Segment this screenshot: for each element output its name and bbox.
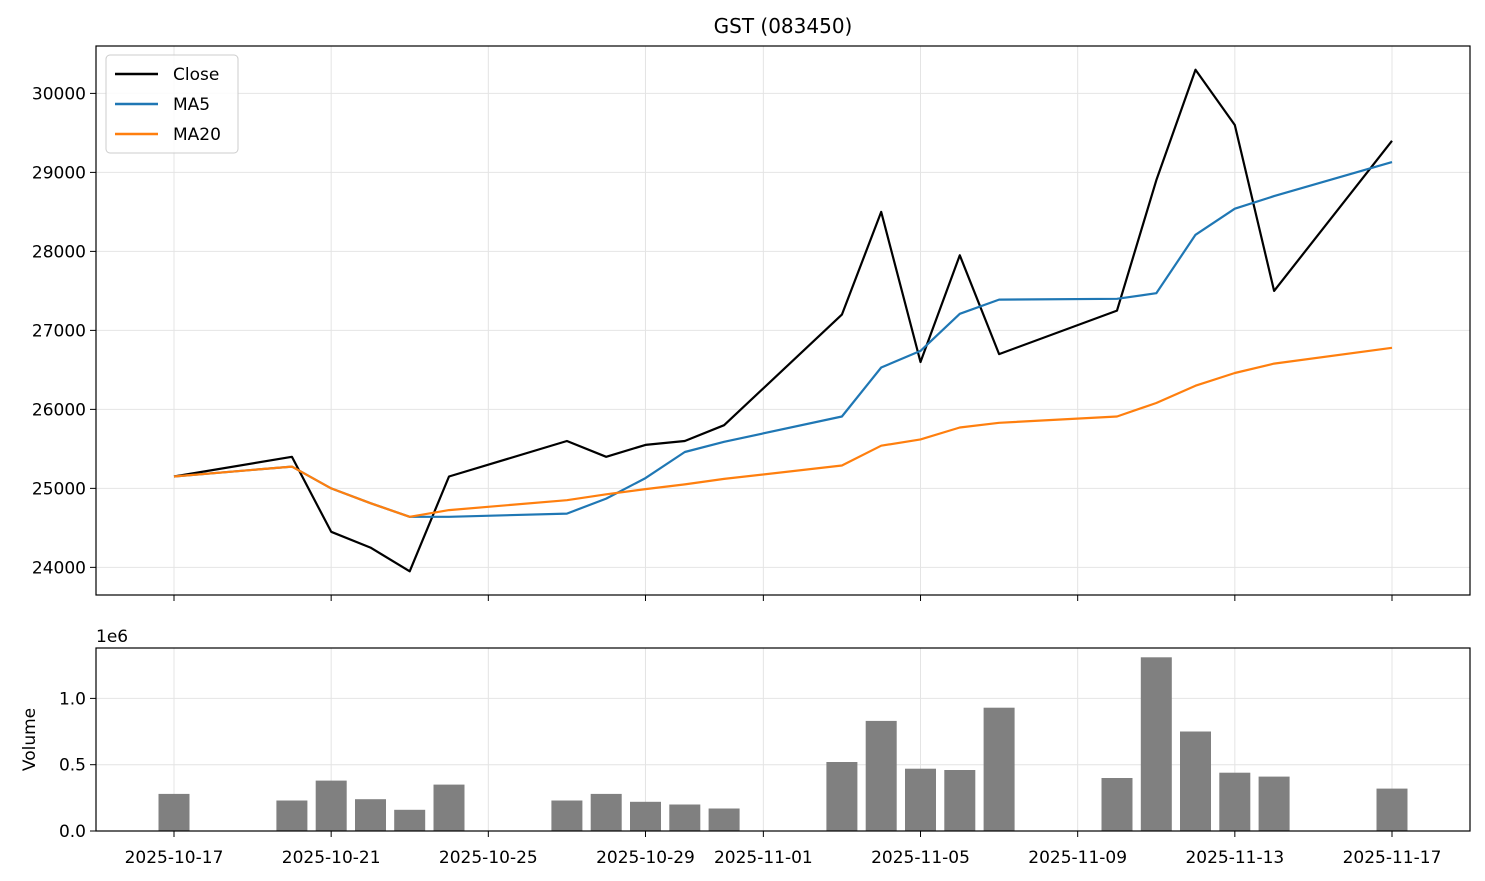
series-line-ma20 [173,346,1393,518]
x-tick-label: 2025-10-25 [439,848,538,868]
x-tick-label: 2025-11-05 [871,848,970,868]
volume-bar [1140,657,1172,831]
legend-label-ma20: MA20 [173,125,221,145]
volume-plot-frame [95,647,1471,832]
volume-y-tick-label: 0.0 [59,822,86,842]
price-y-tick-label: 30000 [32,84,86,104]
x-tick-label: 2025-10-17 [125,848,224,868]
volume-bar [669,804,701,831]
price-plot-frame [95,45,1471,596]
volume-y-tick-label: 0.5 [59,756,86,776]
price-y-tick-label: 29000 [32,163,86,183]
price-y-tick-label: 25000 [32,479,86,499]
volume-bar [315,780,347,831]
volume-bar [826,762,858,831]
volume-bar [276,800,308,831]
price-y-tick-label: 28000 [32,242,86,262]
volume-bar [355,799,386,831]
volume-bar [708,808,740,831]
volume-bar [905,768,936,831]
x-tick-label: 2025-11-01 [714,848,813,868]
volume-bar [590,793,622,831]
volume-bar [433,784,465,831]
volume-bar [158,793,190,831]
volume-bar [944,770,976,831]
volume-y-tick-label: 1.0 [59,689,86,709]
volume-bar [630,801,661,831]
chart-title: GST (083450) [714,14,853,38]
volume-bar [983,707,1015,831]
x-tick-label: 2025-11-13 [1185,848,1284,868]
x-tick-label: 2025-11-09 [1028,848,1127,868]
legend-box [105,54,239,154]
volume-bar [394,809,426,831]
series-line-ma5 [173,161,1393,518]
legend: Close MA5 MA20 [105,54,239,154]
volume-plot: 0.0 0.5 1.0 1e6 Volume 2025-10-17 2025-10-21 20… [20,627,1471,868]
price-y-tick-label: 27000 [32,321,86,341]
price-plot: 24000 25000 26000 27000 28000 29000 30000 Close… [32,45,1471,601]
x-tick-label: 2025-10-29 [596,848,695,868]
legend-label-close: Close [173,65,219,85]
price-y-tick-label: 26000 [32,400,86,420]
volume-bar [865,720,897,831]
price-y-tick-label: 24000 [32,558,86,578]
volume-bar [1101,778,1133,831]
volume-bar [1180,731,1211,831]
volume-y-axis-label: Volume [20,708,40,771]
volume-bar [1219,772,1251,831]
x-tick-label: 2025-11-17 [1343,848,1442,868]
series-line-close [173,68,1393,573]
volume-offset-label: 1e6 [96,627,128,647]
volume-bar [1376,788,1408,831]
volume-bar [551,800,583,831]
legend-label-ma5: MA5 [173,95,210,115]
volume-bar [1258,776,1290,831]
x-tick-label: 2025-10-21 [282,848,381,868]
